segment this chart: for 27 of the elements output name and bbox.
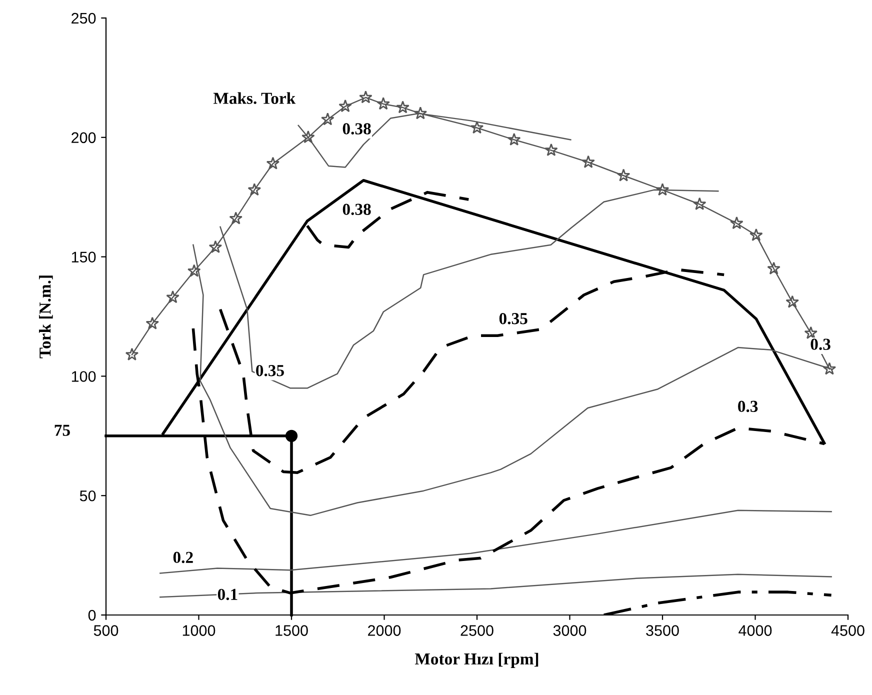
annotation: 0.3	[810, 338, 830, 350]
text: 75	[54, 424, 70, 436]
annotation: 0.3	[738, 400, 758, 412]
annotation: 0.38	[342, 204, 371, 216]
x-tick-label: 2500	[460, 625, 494, 636]
y-tick-label: 200	[72, 132, 96, 144]
x-tick-label: 3000	[553, 625, 586, 636]
y-tick-label: 150	[72, 252, 96, 262]
annotation: 0.35	[499, 313, 528, 324]
annotation: 0.38	[342, 123, 371, 134]
x-tick-label: 500	[94, 625, 118, 636]
annotation: 0.2	[173, 552, 193, 564]
x-tick-label: 1500	[276, 625, 308, 636]
y-tick-label: 250	[72, 12, 96, 24]
x-tick-label: 4500	[831, 625, 864, 636]
x-tick-label: 3500	[646, 625, 679, 636]
x-tick-label: 4000	[738, 625, 772, 636]
y-axis-title: Tork [N.m.]	[39, 276, 53, 358]
y-tick-label: 0	[88, 610, 96, 621]
x-tick-label: 2000	[368, 625, 401, 636]
annotation: 0.1	[218, 588, 238, 600]
x-tick-label: 1000	[182, 625, 216, 636]
y-tick-label: 100	[72, 371, 96, 382]
y-tick-label: 50	[80, 490, 96, 502]
x-axis-title: Motor Hızı [rpm]	[414, 652, 538, 668]
annotation: 0.35	[256, 364, 284, 376]
annotation: Maks. Tork	[213, 92, 296, 104]
